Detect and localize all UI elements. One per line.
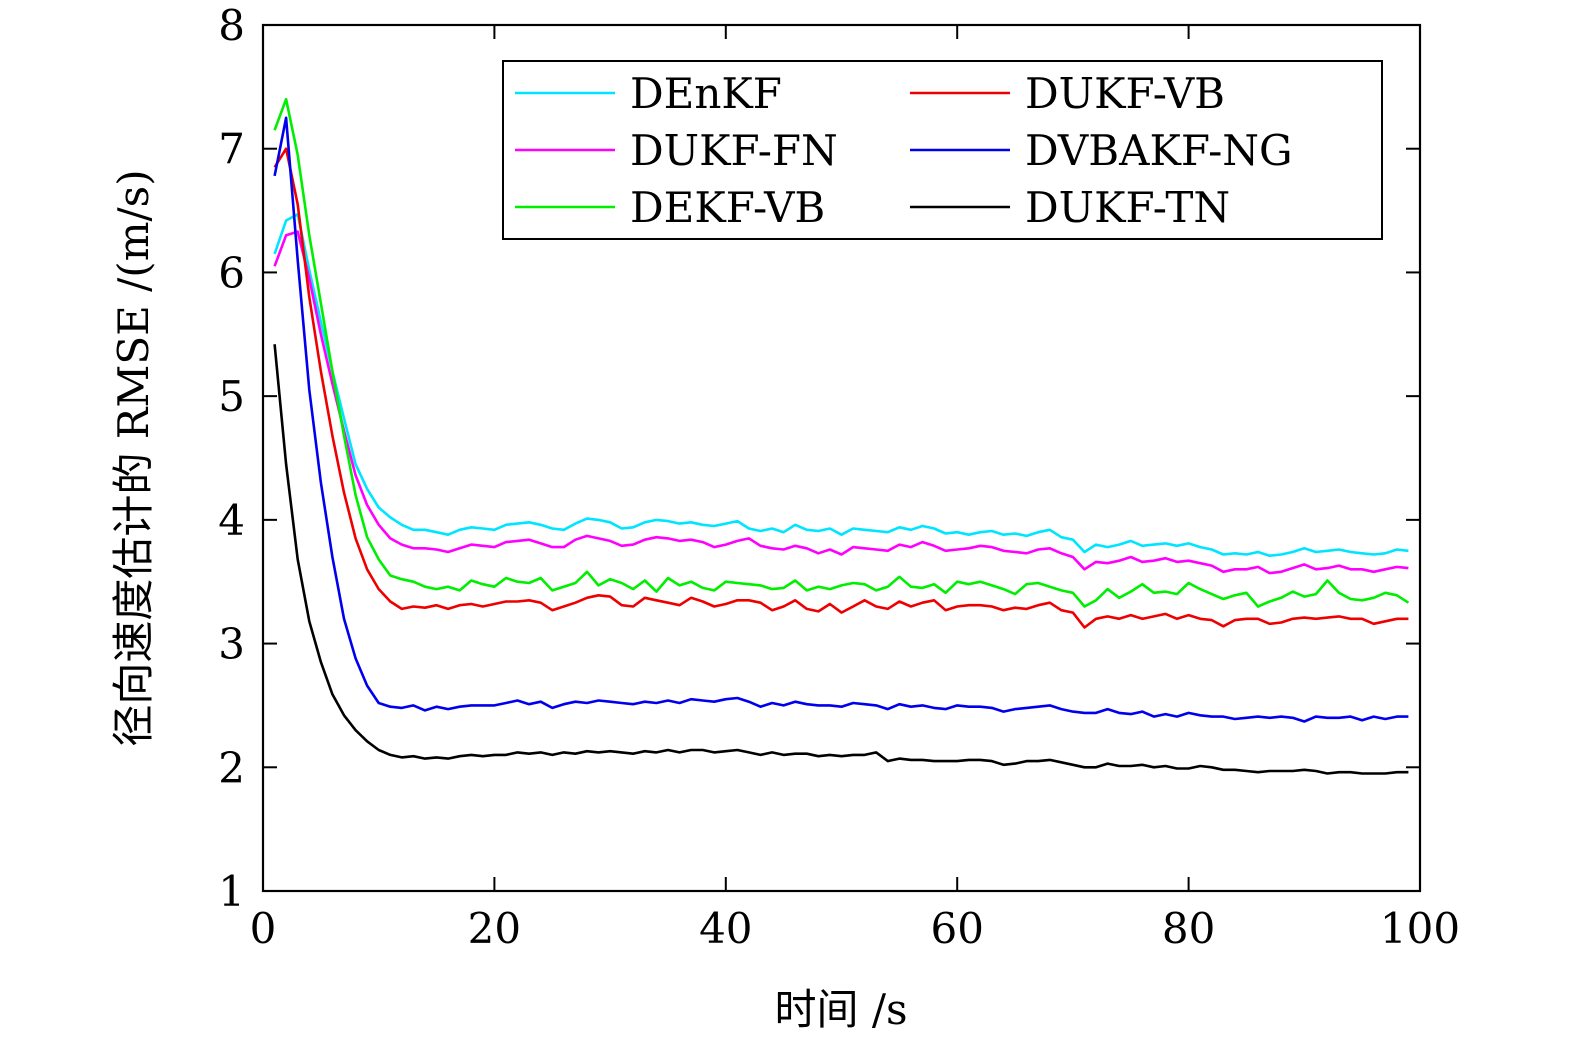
series-line-3 bbox=[273, 147, 1409, 629]
axis-ticks: 0 20 40 60 80 100 1 2 3 4 5 6 7 8 bbox=[218, 1, 1460, 953]
y-tick-label: 5 bbox=[218, 372, 245, 421]
series-line-5 bbox=[273, 344, 1409, 775]
legend-label: DVBAKF-NG bbox=[1025, 126, 1293, 175]
x-tick-label: 20 bbox=[468, 904, 521, 953]
y-tick-label: 2 bbox=[218, 743, 245, 792]
x-tick-label: 60 bbox=[930, 904, 983, 953]
legend-label: DUKF-VB bbox=[1025, 69, 1225, 118]
legend: DEnKF DUKF-FN DEKF-VB DUKF-VB DVBAKF-NG DUKF-… bbox=[502, 60, 1383, 240]
y-tick-label: 7 bbox=[218, 125, 245, 174]
y-tick-label: 4 bbox=[218, 496, 245, 545]
y-tick-label: 8 bbox=[218, 1, 245, 50]
legend-label: DUKF-TN bbox=[1025, 183, 1230, 232]
legend-label: DUKF-FN bbox=[630, 126, 838, 175]
plot-frame bbox=[261, 23, 1422, 893]
x-tick-label: 0 bbox=[250, 904, 277, 953]
y-tick-label: 3 bbox=[218, 620, 245, 669]
legend-label: DEKF-VB bbox=[630, 183, 825, 232]
y-tick-label: 1 bbox=[218, 867, 245, 916]
series-line-0 bbox=[273, 213, 1409, 558]
y-axis-title: 径向速度估计的 RMSE /(m/s) bbox=[109, 169, 158, 746]
y-tick-label: 6 bbox=[218, 248, 245, 297]
series-line-4 bbox=[273, 116, 1409, 723]
x-tick-label: 40 bbox=[699, 904, 752, 953]
x-tick-label: 100 bbox=[1380, 904, 1460, 953]
series-line-2 bbox=[273, 97, 1410, 608]
x-axis-title: 时间 /s bbox=[774, 985, 907, 1034]
series-layer bbox=[273, 97, 1410, 775]
series-line-1 bbox=[273, 230, 1409, 575]
legend-label: DEnKF bbox=[630, 69, 782, 118]
x-tick-label: 80 bbox=[1162, 904, 1215, 953]
